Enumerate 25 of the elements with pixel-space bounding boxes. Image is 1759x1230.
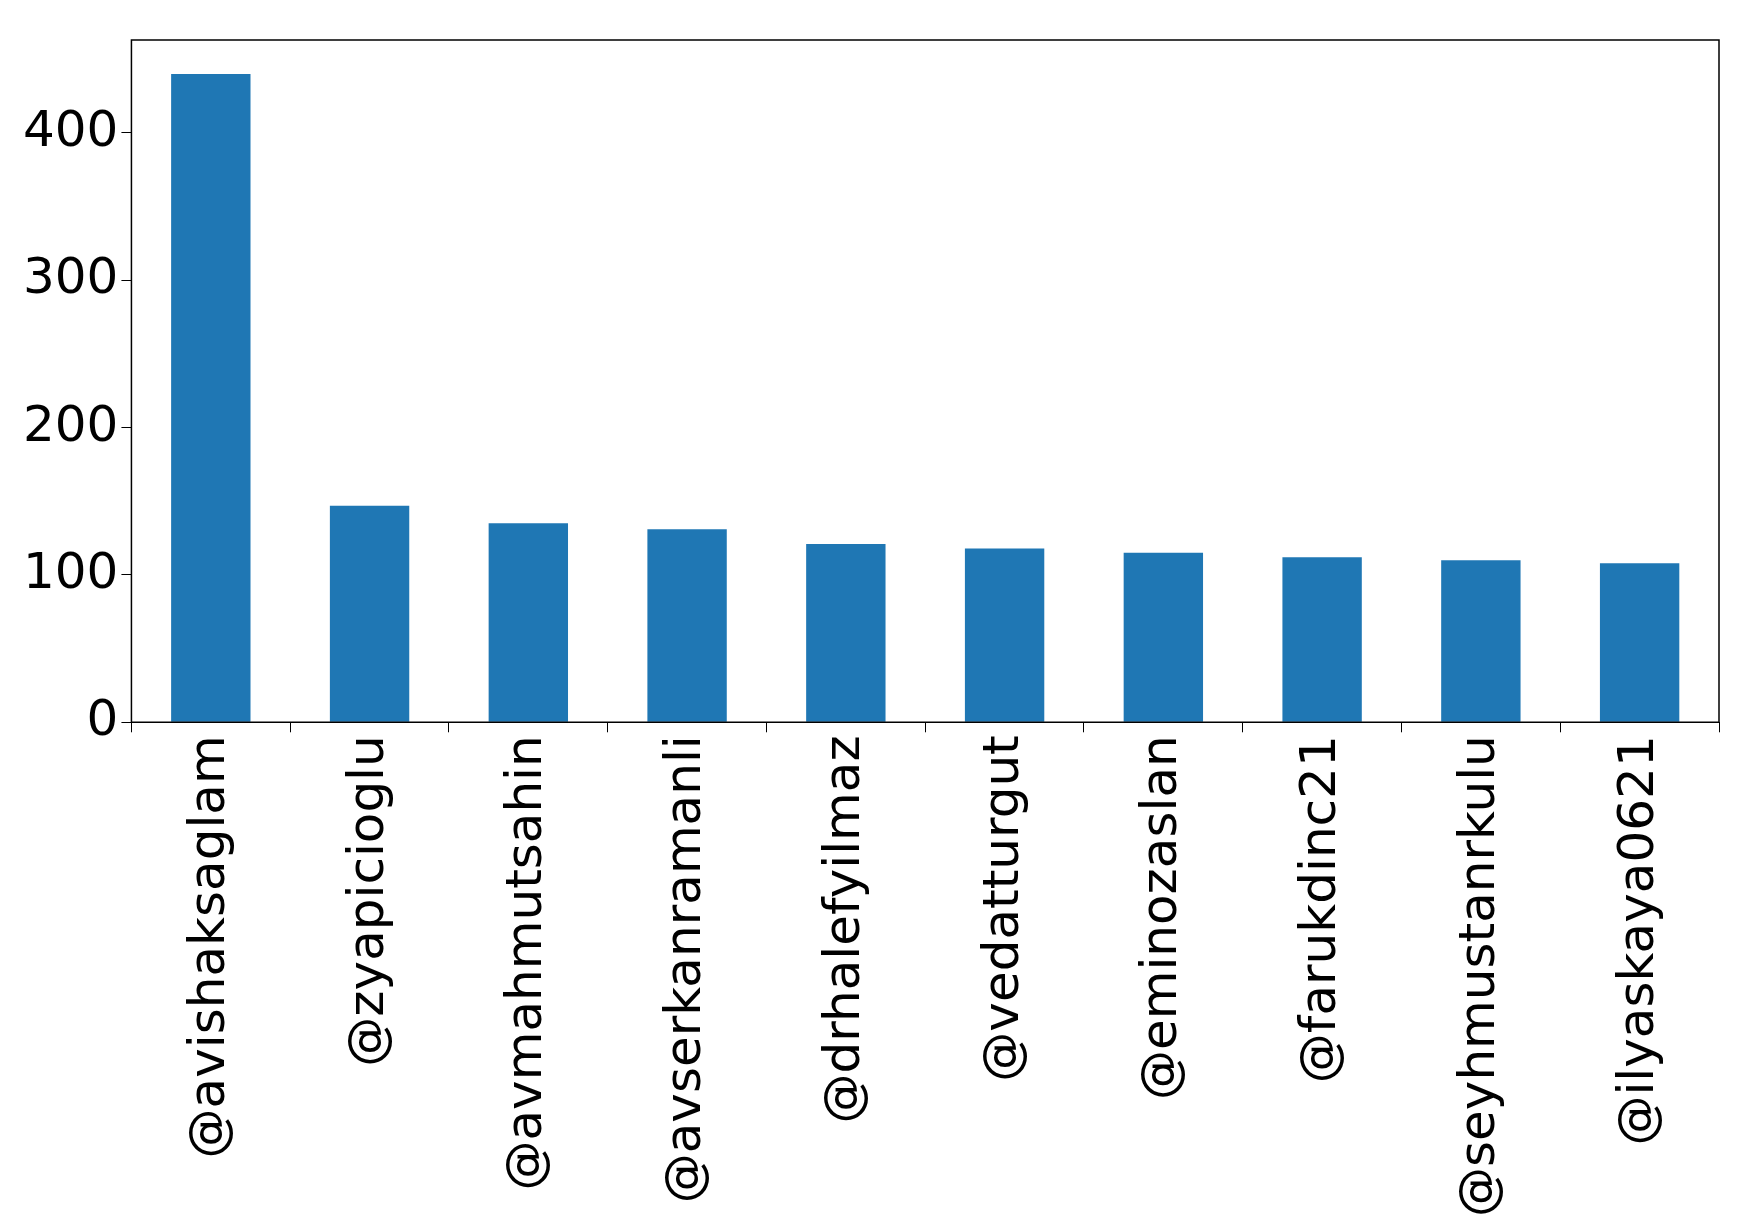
x-tick-label: @seyhmustanrkulu (1447, 735, 1506, 1217)
bar (1123, 552, 1204, 722)
bar (964, 548, 1045, 722)
x-tick-label: @drhalefyilmaz (812, 735, 871, 1124)
x-tick-label: @zyapicioglu (336, 735, 395, 1067)
y-tick-label: 0 (86, 689, 119, 748)
bar (171, 73, 251, 722)
y-tick-label: 200 (23, 394, 119, 453)
x-tick-label: @ilyaskaya0621 (1606, 735, 1665, 1146)
x-tick-label: @avmahmutsahin (495, 735, 554, 1191)
x-tick-label: @eminozaslan (1130, 735, 1189, 1101)
bar (647, 529, 727, 722)
x-tick-label: @farukdinc21 (1289, 735, 1348, 1084)
bar (1599, 563, 1680, 722)
x-tick-label: @avserkanramanli (654, 735, 713, 1204)
bar (1441, 560, 1521, 722)
y-tick-label: 300 (23, 247, 119, 306)
bar (329, 505, 410, 722)
bar (488, 523, 569, 722)
bar (1282, 557, 1362, 722)
y-tick-label: 400 (23, 99, 119, 158)
x-tick-label: @avishaksaglam (177, 735, 236, 1159)
bar (806, 543, 886, 722)
y-tick-label: 100 (23, 541, 119, 600)
x-tick-label: @vedatturgut (971, 735, 1030, 1082)
